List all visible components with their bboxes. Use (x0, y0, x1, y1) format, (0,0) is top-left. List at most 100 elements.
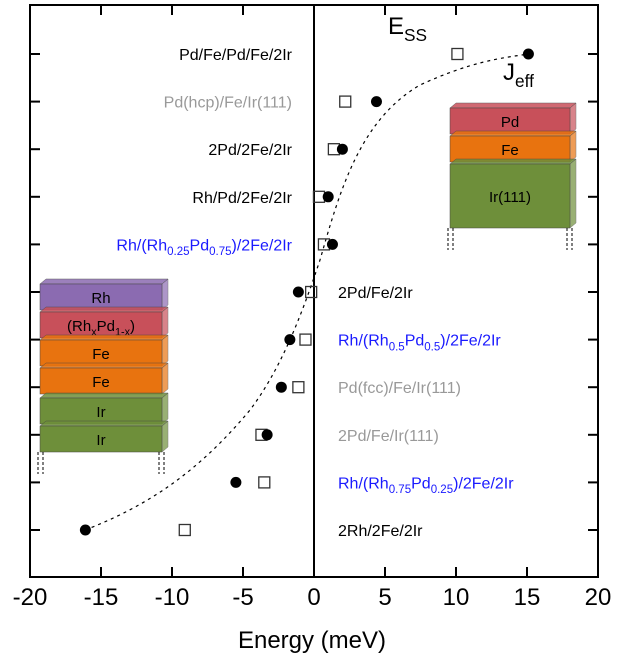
category-label: Rh/(Rh0.5Pd0.5)/2Fe/2Ir (338, 333, 501, 354)
text-part: )/2Fe/2Ir (453, 475, 514, 492)
layer-side (161, 392, 169, 425)
layer-side (161, 278, 169, 311)
x-tick-label: 15 (514, 584, 541, 611)
circle-marker (275, 381, 287, 393)
layer-top (39, 306, 169, 313)
layer-side (161, 334, 169, 367)
layer-label: Fe (92, 346, 110, 363)
circle-marker (522, 48, 534, 60)
layer-top (449, 158, 577, 165)
x-tick-label: -5 (232, 584, 253, 611)
layer-side (569, 158, 577, 229)
square-marker (339, 95, 352, 108)
layer-top (39, 420, 169, 427)
layer-side (161, 306, 169, 339)
text-part: 0.75 (209, 246, 231, 258)
category-label: 2Pd/Fe/2Ir (338, 285, 413, 302)
circle-marker (284, 334, 296, 346)
text-part: eff (515, 71, 534, 91)
legend-label: ESS (388, 13, 427, 45)
circle-marker (292, 286, 304, 298)
layer-top (449, 130, 577, 137)
layer (449, 135, 571, 163)
x-tick-label: -20 (13, 584, 48, 611)
x-tick-label: -10 (155, 584, 190, 611)
square-marker (292, 381, 305, 394)
layer (39, 397, 163, 425)
layer (449, 163, 571, 229)
text-part: ) (130, 318, 135, 335)
layer-stack: Rh (RhxPd1-x) Fe Fe Ir Ir (37, 278, 169, 474)
text-part: Ir (96, 404, 105, 421)
layer-side (569, 130, 577, 163)
text-part: Pd (405, 333, 425, 350)
layer (39, 367, 163, 395)
layer-top (39, 362, 169, 369)
text-part: Fe (501, 142, 519, 159)
layer-side (161, 420, 169, 453)
layer-label: Ir (96, 404, 105, 421)
layer-label: Fe (92, 374, 110, 391)
circle-marker (79, 524, 91, 536)
text-part: 0.25 (431, 484, 453, 496)
text-part: Rh/Pd/2Fe/2Ir (192, 190, 292, 207)
layer-stack: Pd Fe Ir(111) (447, 102, 577, 250)
text-part: SS (404, 25, 427, 45)
layer-side (161, 362, 169, 395)
text-part: 2Pd/2Fe/2Ir (208, 142, 292, 159)
text-part: 0.5 (424, 341, 440, 353)
layer-label: Rh (91, 290, 110, 307)
square-marker (258, 476, 271, 489)
text-part: E (388, 13, 404, 40)
fit-curve (84, 53, 530, 531)
circle-marker (336, 143, 348, 155)
legend-label: Jeff (503, 59, 534, 91)
x-tick-label: 5 (378, 584, 391, 611)
category-label: Rh/Pd/2Fe/2Ir (192, 190, 292, 207)
text-part: Pd (501, 114, 519, 131)
text-part: J (503, 59, 515, 86)
text-part: Fe (92, 374, 110, 391)
category-label: Pd/Fe/Pd/Fe/2Ir (179, 47, 293, 64)
square-marker (178, 523, 191, 537)
circle-marker (370, 96, 382, 108)
text-part: 0.75 (389, 484, 411, 496)
text-part: )/2Fe/2Ir (232, 237, 293, 254)
text-part: 2Pd/Fe/2Ir (338, 285, 413, 302)
layer (39, 311, 163, 339)
circle-marker (322, 191, 334, 203)
layer-label: Ir(111) (489, 189, 531, 206)
layer-top (449, 102, 577, 109)
text-part: Rh/(Rh (116, 237, 167, 254)
text-part: Ir (96, 432, 105, 449)
text-part: Pd(hcp)/Fe/Ir(111) (164, 95, 292, 112)
category-label: Pd(hcp)/Fe/Ir(111) (164, 95, 292, 112)
layer (39, 339, 163, 367)
category-label: 2Rh/2Fe/2Ir (338, 523, 423, 540)
layer (39, 425, 163, 453)
layer (39, 283, 163, 311)
text-part: Pd(fcc)/Fe/Ir(111) (338, 380, 461, 397)
square-marker (305, 285, 318, 299)
category-label: Pd(fcc)/Fe/Ir(111) (338, 380, 461, 397)
layer-label: Pd (501, 114, 519, 131)
text-part: Pd (411, 475, 431, 492)
circle-marker (326, 238, 338, 250)
text-part: Rh/(Rh (338, 475, 389, 492)
text-part: 2Rh/2Fe/2Ir (338, 523, 423, 540)
text-part: x (91, 327, 97, 339)
layer-label: Fe (501, 142, 519, 159)
text-part: Pd (190, 237, 210, 254)
text-part: (Rh (67, 318, 91, 335)
x-tick-label: 0 (307, 584, 320, 611)
category-label: 2Pd/2Fe/2Ir (208, 142, 292, 159)
text-part: Pd (97, 318, 115, 335)
text-part: )/2Fe/2Ir (440, 333, 501, 350)
layer-label: Ir (96, 432, 105, 449)
x-tick-label: 10 (443, 584, 470, 611)
x-tick-label: -15 (84, 584, 119, 611)
layer-side (569, 102, 577, 135)
text-part: 0.25 (167, 246, 189, 258)
